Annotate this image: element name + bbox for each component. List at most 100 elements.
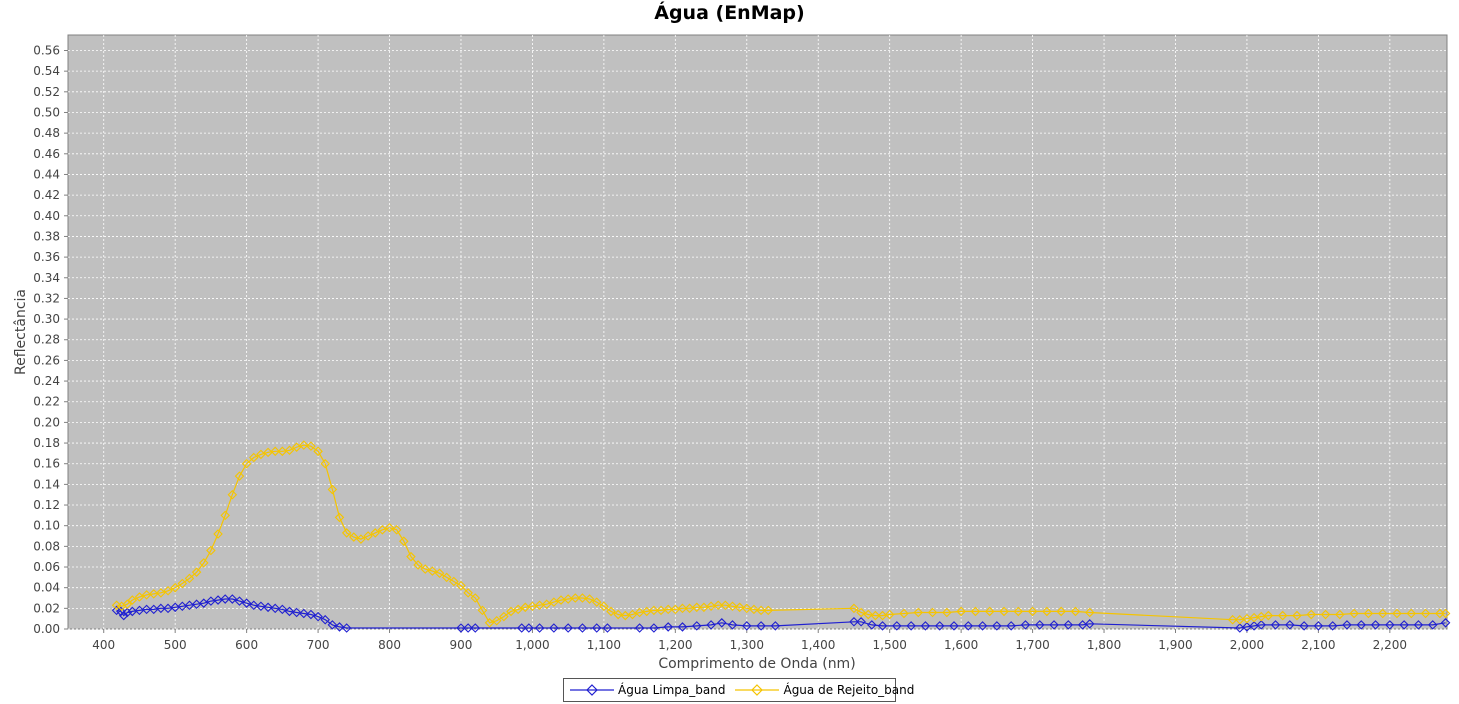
data-point-marker <box>584 594 595 604</box>
data-point-marker <box>977 621 988 631</box>
data-point-marker <box>1084 619 1095 629</box>
chart-title: Água (EnMap) <box>654 2 805 24</box>
data-point-marker <box>499 611 509 622</box>
data-point-marker <box>706 620 716 630</box>
x-tick-label: 400 <box>92 638 115 652</box>
data-point-marker <box>1077 620 1088 630</box>
data-point-marker <box>241 458 252 469</box>
data-point-marker <box>716 618 727 628</box>
data-point-marker <box>441 572 452 583</box>
data-point-marker <box>970 606 981 617</box>
data-point-marker <box>491 615 502 626</box>
data-point-marker <box>270 446 280 457</box>
y-tick-label: 0.36 <box>33 250 60 264</box>
data-point-marker <box>506 606 516 617</box>
data-point-marker <box>563 594 573 604</box>
data-point-marker <box>477 605 488 616</box>
data-point-marker <box>1256 620 1267 630</box>
data-point-marker <box>1249 612 1259 623</box>
data-point-marker <box>1056 606 1066 617</box>
data-point-marker <box>248 600 259 611</box>
y-axis-label: Reflectância <box>13 289 29 375</box>
data-point-marker <box>634 623 645 633</box>
x-tick-label: 2,100 <box>1301 638 1335 652</box>
data-point-marker <box>427 566 438 576</box>
y-tick-label: 0.50 <box>33 105 60 119</box>
data-point-marker <box>963 621 974 631</box>
y-tick-label: 0.16 <box>33 457 60 471</box>
x-tick-label: 700 <box>307 638 330 652</box>
data-point-marker <box>313 446 323 457</box>
data-point-marker <box>156 603 166 614</box>
data-point-marker <box>613 609 623 620</box>
data-point-marker <box>220 510 230 521</box>
data-point-marker <box>577 593 588 603</box>
data-point-marker <box>127 606 138 617</box>
data-point-marker <box>341 623 352 633</box>
data-point-marker <box>713 600 723 611</box>
y-tick-label: 0.38 <box>33 229 60 243</box>
data-point-marker <box>563 623 573 633</box>
y-tick-label: 0.14 <box>33 477 60 491</box>
data-point-marker <box>256 601 266 612</box>
data-point-marker <box>627 609 638 620</box>
data-point-marker <box>870 610 881 621</box>
y-tick-label: 0.28 <box>33 333 60 347</box>
data-point-marker <box>406 551 416 562</box>
y-tick-label: 0.12 <box>33 498 60 512</box>
data-point-marker <box>1440 608 1451 619</box>
data-point-marker <box>227 489 238 500</box>
data-point-marker <box>177 578 188 589</box>
data-point-marker <box>148 604 159 615</box>
x-axis: 400 500 600 700 800 900 1,000 1,100 1,200 1,300 1,… <box>92 629 1407 652</box>
y-tick-label: 0.44 <box>33 167 60 181</box>
data-point-marker <box>163 603 173 614</box>
data-point-marker <box>863 609 874 620</box>
data-point-marker <box>1427 620 1438 630</box>
data-point-marker <box>1263 610 1274 621</box>
data-point-marker <box>513 604 523 615</box>
data-point-marker <box>756 621 766 631</box>
data-point-marker <box>420 564 431 574</box>
data-point-marker <box>263 447 273 458</box>
data-point-marker <box>327 620 338 630</box>
data-point-marker <box>156 588 166 598</box>
data-point-marker <box>934 621 945 631</box>
data-point-marker <box>220 594 230 604</box>
data-point-marker <box>227 594 238 604</box>
data-point-marker <box>877 621 888 631</box>
data-point-marker <box>341 528 352 538</box>
data-point-marker <box>763 605 773 616</box>
data-point-marker <box>706 601 716 612</box>
data-point-marker <box>1349 608 1359 619</box>
data-point-marker <box>299 440 309 450</box>
data-point-marker <box>1370 620 1381 630</box>
data-point-marker <box>116 606 126 617</box>
data-point-marker <box>1335 609 1345 620</box>
data-point-marker <box>1277 610 1288 621</box>
legend-item-series-1: Água de Rejeito_band <box>735 683 914 697</box>
data-point-marker <box>1420 608 1431 619</box>
y-tick-label: 0.30 <box>33 312 60 326</box>
series-line-0 <box>116 598 1446 629</box>
y-tick-label: 0.40 <box>33 209 60 223</box>
data-point-marker <box>899 608 909 619</box>
data-point-marker <box>1399 620 1409 630</box>
data-point-marker <box>549 597 559 607</box>
data-point-marker <box>1313 621 1324 631</box>
data-point-marker <box>122 607 133 618</box>
data-point-marker <box>1070 606 1081 617</box>
x-tick-label: 600 <box>235 638 258 652</box>
data-point-marker <box>742 621 752 631</box>
y-tick-label: 0.48 <box>33 126 60 140</box>
data-point-marker <box>1020 620 1031 630</box>
data-point-marker <box>213 595 223 605</box>
data-point-marker <box>141 604 152 615</box>
data-point-marker <box>856 607 866 618</box>
data-point-marker <box>677 603 688 614</box>
data-point-marker <box>1249 621 1259 631</box>
data-point-marker <box>306 609 316 620</box>
data-point-marker <box>516 623 527 633</box>
data-point-marker <box>270 603 280 614</box>
data-point-marker <box>906 621 916 631</box>
